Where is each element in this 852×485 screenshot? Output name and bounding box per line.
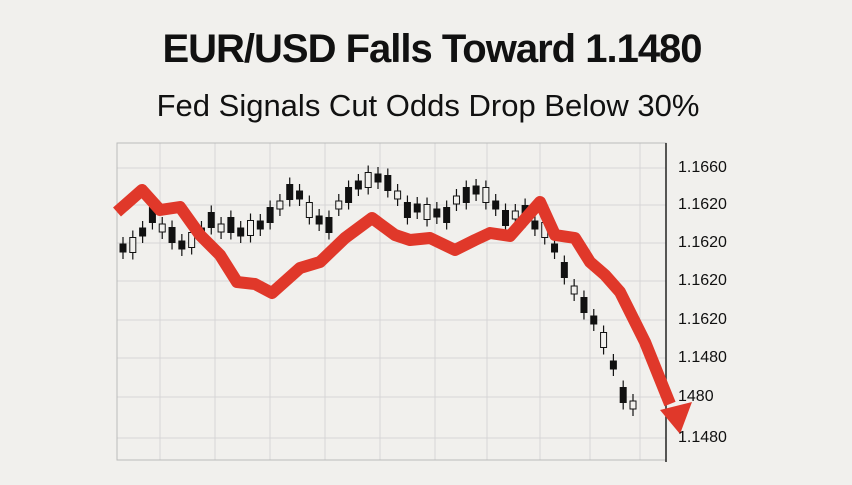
candle-body (129, 237, 137, 253)
axis-label: 1.1480 (678, 429, 727, 446)
candle-body (335, 200, 343, 210)
candle-body (364, 172, 372, 188)
candle-body (472, 185, 480, 195)
grid (117, 143, 666, 460)
candle-body (609, 360, 617, 370)
candle-body (384, 175, 392, 191)
candle-body (354, 180, 362, 190)
candle-body (423, 204, 431, 220)
candle-body (256, 220, 264, 230)
subtitle: Fed Signals Cut Odds Drop Below 30% (157, 88, 700, 123)
candle-body (296, 190, 304, 200)
axis-label: 1.1620 (678, 234, 727, 251)
candle-body (168, 227, 176, 243)
axis-label: 1.1620 (678, 272, 727, 289)
candle-body (443, 207, 451, 223)
candles (119, 165, 637, 416)
candle-body (178, 240, 186, 250)
axis-labels: 1.1660 1.1620 1.1620 1.1620 1.1620 1.1480 1480… (678, 159, 727, 446)
candle-body (511, 210, 519, 220)
candle-body (119, 243, 127, 253)
candle-body (374, 173, 382, 183)
candle-body (570, 285, 578, 295)
candle-body (619, 387, 627, 403)
candle-body (462, 187, 470, 203)
candle-body (492, 200, 500, 210)
candle-body (531, 220, 539, 230)
axis-label: 1480 (678, 388, 714, 405)
candle-body (207, 212, 215, 228)
title: EUR/USD Falls Toward 1.1480 (162, 27, 701, 71)
candle-body (600, 332, 608, 348)
candle-body (325, 217, 333, 233)
axis-label: 1.1480 (678, 349, 727, 366)
candle-body (237, 227, 245, 237)
candle-body (139, 227, 147, 237)
candle-body (305, 202, 313, 218)
candle-body (227, 217, 235, 233)
candle-body (433, 208, 441, 218)
candle-body (413, 203, 421, 213)
candle-body (403, 202, 411, 218)
trend-arrowhead (660, 402, 692, 434)
candle-body (345, 187, 353, 203)
candle-body (394, 190, 402, 200)
axis-label: 1.1620 (678, 311, 727, 328)
candle-body (286, 184, 294, 200)
candle-body (580, 297, 588, 313)
candle-body (247, 220, 254, 236)
candle-body (560, 262, 568, 278)
candle-body (590, 315, 598, 325)
candle-body (629, 400, 637, 410)
candle-body (276, 200, 284, 210)
candle-body (482, 187, 490, 203)
trend-line (113, 184, 676, 407)
candle-body (266, 207, 274, 223)
candle-body (502, 210, 509, 226)
candle-body (452, 195, 460, 205)
candle-body (315, 215, 323, 225)
candle-body (217, 223, 225, 233)
candle-body (158, 223, 166, 233)
candle-body (551, 243, 559, 253)
axis-label: 1.1620 (678, 196, 727, 213)
axis-label: 1.1660 (678, 159, 727, 176)
